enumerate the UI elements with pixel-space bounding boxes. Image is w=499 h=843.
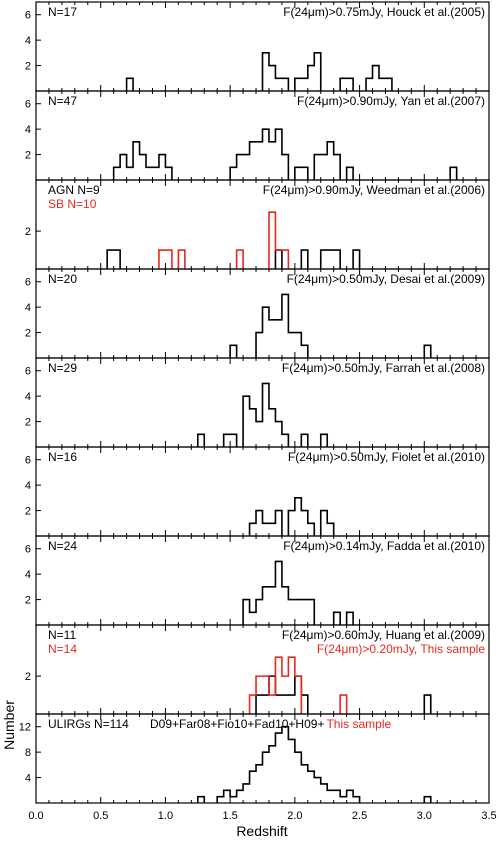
panel-annotation: N=24 bbox=[48, 539, 77, 553]
panel-annotation: N=29 bbox=[48, 361, 77, 375]
panel-3: 2 AGN N=9SB N=10 F(24μm)>0.90mJy, Weedman … bbox=[25, 179, 490, 270]
y-tick-label: 2 bbox=[25, 595, 31, 607]
panel-annotation: This sample bbox=[326, 717, 391, 731]
y-tick-label: 4 bbox=[25, 773, 31, 785]
panel-7: 2 4 6 N=24 F(24μm)>0.14mJy, Fadda et al.(201… bbox=[25, 535, 490, 626]
panel-annotation: F(24μm)>0.50mJy, Fiolet et al.(2010) bbox=[288, 450, 485, 464]
histogram-series-1 bbox=[196, 725, 432, 803]
histogram-series-2 bbox=[248, 656, 348, 714]
histogram-series-1 bbox=[112, 128, 458, 180]
panel-annotation: SB N=10 bbox=[48, 197, 97, 211]
histogram-series-1 bbox=[242, 560, 354, 625]
x-tick-label: 3.0 bbox=[417, 810, 432, 822]
panel-6: 2 4 6 N=16 F(24μm)>0.50mJy, Fiolet et al.(20… bbox=[25, 446, 490, 537]
x-tick-label: 0.5 bbox=[93, 810, 108, 822]
y-tick-label: 4 bbox=[25, 480, 31, 492]
x-tick-label: 2.5 bbox=[352, 810, 367, 822]
y-tick-label: 2 bbox=[25, 150, 31, 162]
panel-8: 2 N=11N=14 F(24μm)>0.60mJy, Huang et al.(2… bbox=[25, 624, 490, 715]
panel-1: 2 4 6 N=17 F(24μm)>0.75mJy, Houck et al.(200… bbox=[25, 1, 490, 92]
y-tick-label: 6 bbox=[25, 10, 31, 22]
histogram-series-2 bbox=[158, 211, 290, 269]
x-tick-label: 0.0 bbox=[28, 810, 43, 822]
panel-annotation: F(24μm)>0.90mJy, Weedman et al.(2006) bbox=[263, 183, 485, 197]
y-tick-label: 2 bbox=[25, 61, 31, 73]
panel-frame bbox=[35, 713, 490, 804]
histogram-panels: 2 4 6 N=17 F(24μm)>0.75mJy, Houck et al.(200… bbox=[19, 1, 490, 804]
y-tick-label: 2 bbox=[25, 671, 31, 683]
panel-annotation: ULIRGs N=114 bbox=[48, 717, 129, 731]
panel-annotation: N=20 bbox=[48, 272, 77, 286]
panel-annotation: F(24μm)>0.90mJy, Yan et al.(2007) bbox=[297, 94, 485, 108]
panel-annotation: N=14 bbox=[48, 642, 77, 656]
y-axis-label: Number bbox=[1, 700, 17, 750]
y-tick-label: 6 bbox=[25, 366, 31, 378]
panel-annotation: AGN N=9 bbox=[48, 183, 100, 197]
y-tick-label: 2 bbox=[25, 226, 31, 238]
y-tick-label: 4 bbox=[25, 124, 31, 136]
histogram-series-1 bbox=[125, 52, 393, 91]
panel-4: 2 4 6 N=20 F(24μm)>0.50mJy, Desai et al.(200… bbox=[25, 268, 490, 359]
y-tick-label: 4 bbox=[25, 391, 31, 403]
y-tick-label: 6 bbox=[25, 99, 31, 111]
histogram-series-1 bbox=[229, 293, 432, 358]
x-tick-label: 1.5 bbox=[222, 810, 237, 822]
y-tick-label: 6 bbox=[25, 455, 31, 467]
panel-9: 4 8 12 ULIRGs N=114 D09+Far08+Fio10+Fad10+H0… bbox=[19, 713, 490, 804]
histogram-series-1 bbox=[106, 249, 361, 269]
y-tick-label: 8 bbox=[25, 747, 31, 759]
x-tick-label: 2.0 bbox=[287, 810, 302, 822]
x-axis-ticks: 0.0 0.5 1.0 1.5 2.0 2.5 3.0 3.5 bbox=[28, 810, 496, 822]
x-tick-label: 1.0 bbox=[158, 810, 173, 822]
panel-annotation: N=47 bbox=[48, 94, 77, 108]
y-tick-label: 2 bbox=[25, 417, 31, 429]
panel-annotation: N=16 bbox=[48, 450, 77, 464]
y-tick-label: 2 bbox=[25, 328, 31, 340]
histogram-series-1 bbox=[248, 497, 335, 536]
y-tick-label: 4 bbox=[25, 35, 31, 47]
panel-annotation: F(24μm)>0.60mJy, Huang et al.(2009) bbox=[282, 628, 485, 642]
y-tick-label: 4 bbox=[25, 569, 31, 581]
y-tick-label: 2 bbox=[25, 506, 31, 518]
panel-annotation: N=11 bbox=[48, 628, 76, 642]
x-tick-label: 3.5 bbox=[481, 810, 496, 822]
y-tick-label: 12 bbox=[19, 722, 31, 734]
panel-annotation: F(24μm)>0.20mJy, This sample bbox=[317, 642, 486, 656]
panel-annotation: F(24μm)>0.75mJy, Houck et al.(2005) bbox=[283, 5, 485, 19]
panel-annotation: F(24μm)>0.14mJy, Fadda et al.(2010) bbox=[283, 539, 485, 553]
y-tick-label: 4 bbox=[25, 302, 31, 314]
panel-annotation: N=17 bbox=[48, 5, 77, 19]
y-tick-label: 6 bbox=[25, 277, 31, 289]
y-tick-label: 6 bbox=[25, 544, 31, 556]
panel-annotation: F(24μm)>0.50mJy, Desai et al.(2009) bbox=[287, 272, 485, 286]
histogram-series-1 bbox=[196, 382, 329, 447]
panel-annotation: F(24μm)>0.50mJy, Farrah et al.(2008) bbox=[282, 361, 485, 375]
panel-2: 2 4 6 N=47 F(24μm)>0.90mJy, Yan et al.(2007) bbox=[25, 90, 490, 181]
panel-5: 2 4 6 N=29 F(24μm)>0.50mJy, Farrah et al.(20… bbox=[25, 357, 490, 448]
x-axis-label: Redshift bbox=[236, 823, 287, 839]
panel-annotation: D09+Far08+Fio10+Fad10+H09+ bbox=[150, 717, 324, 731]
